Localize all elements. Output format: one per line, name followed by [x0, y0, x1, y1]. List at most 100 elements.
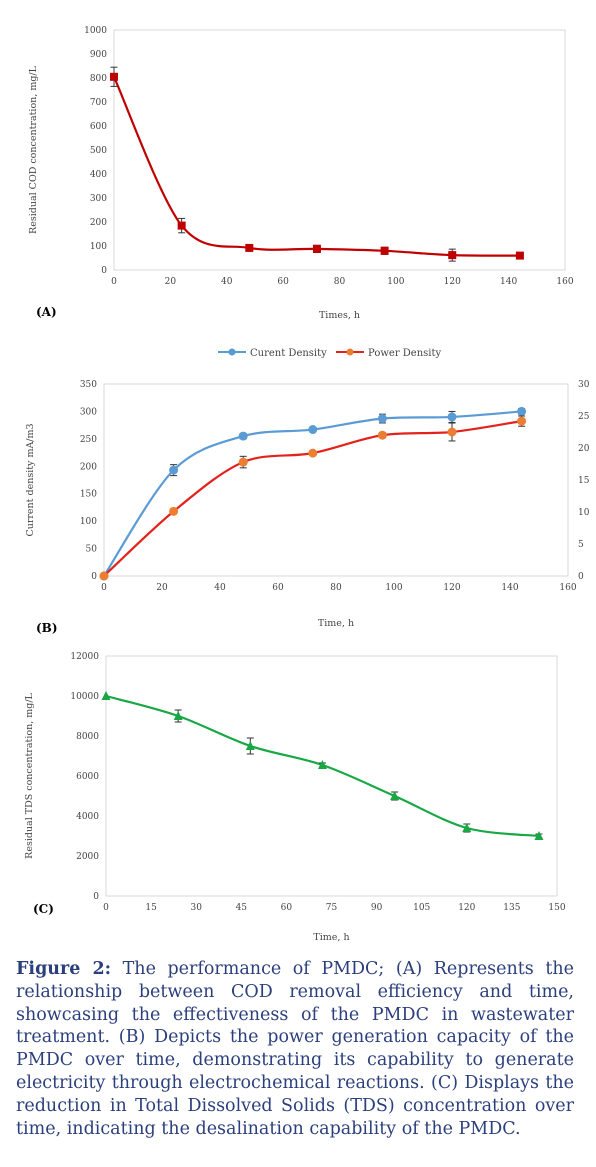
- y-tick-label: 0: [91, 572, 97, 582]
- series-line: [103, 410, 522, 577]
- plot-area: [113, 29, 566, 271]
- y-tick-label: 150: [80, 490, 97, 500]
- x-axis-title: Time, h: [318, 618, 354, 629]
- y-tick-label: 6000: [76, 772, 99, 782]
- x-tick-label: 160: [556, 277, 573, 287]
- x-tick-label: 90: [371, 903, 383, 913]
- x-tick-label: 120: [458, 903, 475, 913]
- x-tick-label: 15: [145, 903, 157, 913]
- legend-label: Curent Density: [250, 348, 327, 359]
- y-tick-label: 12000: [70, 652, 99, 662]
- x-tick-label: 30: [190, 903, 202, 913]
- y-tick-label: 350: [80, 380, 97, 390]
- data-point: [462, 823, 472, 832]
- y-tick-label: 300: [90, 194, 107, 204]
- data-point: [312, 244, 321, 253]
- figure-caption: Figure 2: The performance of PMDC; (A) R…: [16, 958, 574, 1140]
- y-tick-label: 2000: [76, 852, 99, 862]
- data-point: [390, 791, 400, 800]
- panel-label: (B): [36, 621, 58, 635]
- y-tick-label: 0: [93, 892, 99, 902]
- x-tick-label: 20: [165, 277, 177, 287]
- cod-chart: 0 20 40 60 80 100 120 140 160 0 100 200 300 400 500 600…: [28, 26, 574, 321]
- data-point: [308, 448, 318, 458]
- x-tick-label: 100: [385, 583, 402, 593]
- plot-area: [103, 383, 569, 577]
- y-tick-label: 800: [90, 74, 107, 84]
- data-point: [169, 465, 179, 475]
- y-tick-label: 100: [90, 242, 107, 252]
- data-point: [515, 251, 524, 260]
- series-line: [112, 76, 520, 257]
- legend-marker: [346, 348, 354, 356]
- data-point: [447, 412, 457, 422]
- x-tick-label: 140: [500, 277, 517, 287]
- data-point: [245, 741, 255, 750]
- x-tick-label: 135: [503, 903, 520, 913]
- y-tick-label: 200: [80, 462, 97, 472]
- data-point: [377, 430, 387, 440]
- panel-label: (C): [33, 902, 54, 916]
- x-tick-label: 120: [444, 277, 461, 287]
- y-tick-label: 500: [90, 146, 107, 156]
- y-axis-title: Current density mA/m3: [25, 423, 36, 536]
- data-point: [517, 406, 527, 416]
- x-tick-label: 105: [413, 903, 430, 913]
- data-point: [238, 431, 248, 441]
- data-point: [110, 72, 118, 81]
- y-tick-label: 10000: [70, 692, 99, 702]
- y2-tick-label: 0: [578, 572, 584, 582]
- chart-panel-b: 0 20 40 60 80 100 120 140 160 0 50 100 150 200 250 300 3…: [0, 340, 596, 640]
- x-tick-label: 140: [501, 583, 518, 593]
- y-axis-title: Residual TDS concentration, mg/L: [24, 692, 35, 858]
- data-point: [177, 221, 186, 230]
- x-axis-title: Times, h: [319, 310, 360, 321]
- y-tick-label: 200: [90, 218, 107, 228]
- x-tick-label: 80: [330, 583, 342, 593]
- y-tick-label: 50: [86, 545, 98, 555]
- panel-label: (A): [36, 305, 57, 319]
- x-tick-label: 60: [277, 277, 289, 287]
- y2-tick-label: 5: [578, 540, 584, 550]
- x-tick-label: 160: [559, 583, 576, 593]
- y-tick-label: 250: [80, 435, 97, 445]
- x-axis-title: Time, h: [313, 932, 349, 943]
- x-tick-label: 100: [387, 277, 404, 287]
- data-point: [317, 760, 327, 769]
- y-tick-label: 100: [80, 517, 97, 527]
- chart-panel-c: 0 15 30 45 60 75 90 105 120 135 150 0 2000 4000 6000 80…: [0, 645, 596, 945]
- data-point: [101, 691, 111, 700]
- x-tick-label: 60: [272, 583, 284, 593]
- y2-tick-label: 15: [578, 476, 590, 486]
- y-tick-label: 4000: [76, 812, 99, 822]
- x-tick-label: 40: [221, 277, 233, 287]
- x-tick-label: 0: [111, 277, 117, 287]
- data-point: [517, 416, 527, 426]
- chart-panel-a: 0 20 40 60 80 100 120 140 160 0 100 200 300 400 500 600…: [0, 0, 596, 330]
- y2-tick-label: 20: [578, 444, 590, 454]
- data-point: [380, 246, 389, 255]
- figure-caption-label: Figure 2:: [16, 959, 112, 979]
- y2-tick-label: 25: [578, 412, 590, 422]
- x-tick-label: 120: [443, 583, 460, 593]
- data-point: [245, 243, 254, 252]
- y-tick-label: 0: [101, 266, 107, 276]
- x-tick-label: 0: [103, 903, 109, 913]
- y-tick-label: 1000: [84, 26, 107, 36]
- x-tick-label: 40: [214, 583, 226, 593]
- tds-chart: 0 15 30 45 60 75 90 105 120 135 150 0 2000 4000 6000 80…: [24, 652, 566, 943]
- y-tick-label: 400: [90, 170, 107, 180]
- legend-label: Power Density: [368, 348, 442, 359]
- x-tick-label: 80: [334, 277, 346, 287]
- y-axis-title: Residual COD concentration, mg/L: [28, 65, 39, 234]
- data-point: [448, 251, 457, 260]
- series-line: [103, 420, 522, 577]
- y2-tick-label: 10: [578, 508, 590, 518]
- current-power-density-chart: 0 20 40 60 80 100 120 140 1600501001502002503003…: [25, 348, 590, 635]
- y2-tick-label: 30: [578, 380, 590, 390]
- data-point: [173, 711, 183, 720]
- data-point: [534, 831, 544, 840]
- y-tick-label: 900: [90, 50, 107, 60]
- x-tick-label: 20: [156, 583, 168, 593]
- data-point: [377, 414, 387, 424]
